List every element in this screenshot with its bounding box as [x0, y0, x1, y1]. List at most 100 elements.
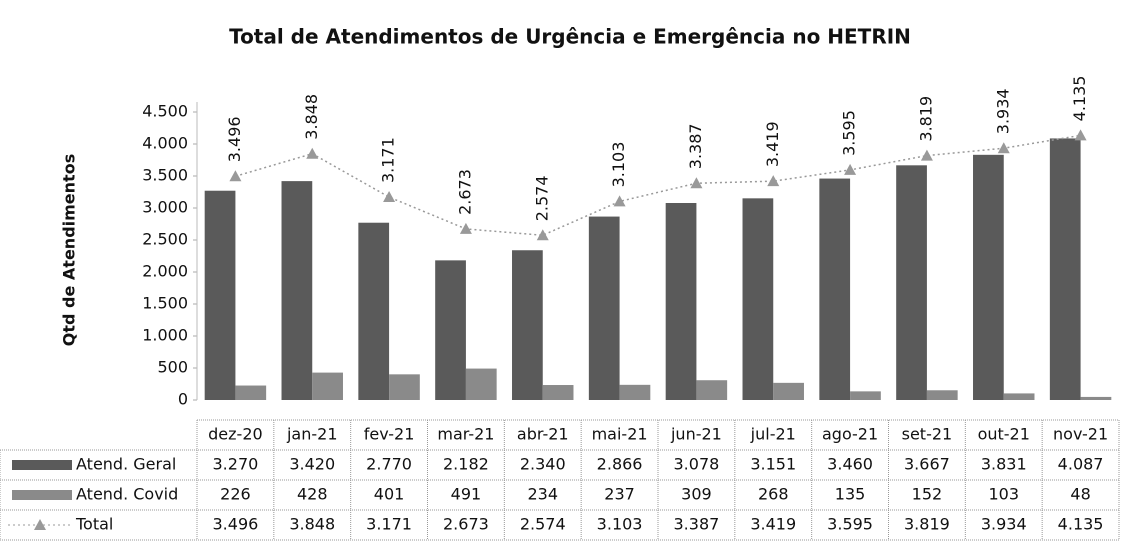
y-tick-label: 500	[157, 358, 188, 377]
table-cell: 3.848	[289, 515, 335, 534]
y-tick-label: 3.000	[142, 198, 188, 217]
data-label: 2.574	[532, 175, 551, 221]
table-cell: 4.087	[1058, 455, 1104, 474]
bar	[819, 178, 851, 400]
y-tick-label: 0	[178, 390, 188, 409]
y-tick-label: 4.500	[142, 102, 188, 121]
chart-title: Total de Atendimentos de Urgência e Emer…	[229, 25, 911, 49]
table-cell: 3.496	[213, 515, 259, 534]
marker	[383, 191, 396, 203]
legend-label: Atend. Geral	[76, 455, 176, 474]
table-cell: 4.135	[1058, 515, 1104, 534]
data-label: 3.171	[379, 137, 398, 183]
bar	[742, 198, 774, 400]
y-axis-title: Qtd de Atendimentos	[60, 154, 79, 346]
marker	[767, 175, 780, 187]
data-label: 2.673	[455, 169, 474, 215]
bar	[896, 165, 927, 400]
x-tick-label: mar-21	[437, 425, 494, 444]
legend-swatch	[12, 460, 72, 470]
marker	[536, 229, 549, 241]
bar	[204, 190, 236, 400]
data-label: 3.103	[609, 142, 628, 188]
data-label: 3.496	[225, 116, 244, 162]
bar	[435, 260, 466, 400]
marker	[844, 163, 857, 175]
data-label: 4.135	[1070, 76, 1089, 122]
marker	[920, 149, 933, 161]
legend-marker	[34, 519, 46, 530]
x-tick-label: jun-21	[670, 425, 722, 444]
y-tick-label: 1.000	[142, 326, 188, 345]
bar	[389, 374, 420, 400]
table-cell: 309	[681, 485, 712, 504]
table-cell: 401	[374, 485, 405, 504]
marker	[229, 170, 242, 182]
table-cell: 2.866	[597, 455, 643, 474]
bar	[1003, 393, 1035, 400]
table-cell: 3.171	[366, 515, 412, 534]
table-cell: 3.934	[981, 515, 1027, 534]
table-cell: 3.078	[674, 455, 720, 474]
marker	[1074, 129, 1087, 141]
table-cell: 103	[988, 485, 1019, 504]
table-cell: 3.419	[750, 515, 796, 534]
table-cell: 2.673	[443, 515, 489, 534]
data-label: 3.595	[840, 110, 859, 156]
marker	[306, 147, 319, 159]
table-cell: 3.103	[597, 515, 643, 534]
data-label: 3.848	[302, 94, 321, 140]
table-cell: 237	[604, 485, 635, 504]
table-cell: 2.574	[520, 515, 566, 534]
table-cell: 3.460	[827, 455, 873, 474]
x-tick-label: jul-21	[750, 425, 796, 444]
table-cell: 3.831	[981, 455, 1027, 474]
table-cell: 2.182	[443, 455, 489, 474]
bar	[542, 385, 574, 400]
bar	[588, 216, 620, 400]
bar	[665, 203, 697, 400]
marker	[613, 195, 626, 207]
table-cell: 234	[527, 485, 558, 504]
bar	[281, 181, 313, 400]
bar	[850, 391, 881, 400]
bar	[696, 380, 728, 400]
bar	[619, 384, 651, 400]
marker	[690, 177, 703, 189]
x-tick-label: jan-21	[286, 425, 338, 444]
x-tick-label: out-21	[978, 425, 1030, 444]
bar	[465, 368, 497, 400]
marker	[997, 142, 1010, 154]
bar	[512, 250, 543, 400]
y-tick-label: 3.500	[142, 166, 188, 185]
data-label: 3.387	[686, 123, 705, 169]
y-tick-label: 2.500	[142, 230, 188, 249]
data-label: 3.819	[916, 96, 935, 142]
table-cell: 3.595	[827, 515, 873, 534]
bar	[358, 222, 390, 400]
table-cell: 152	[912, 485, 943, 504]
marker	[459, 222, 472, 234]
x-tick-label: ago-21	[822, 425, 878, 444]
table-cell: 2.340	[520, 455, 566, 474]
table-cell: 3.151	[750, 455, 796, 474]
table-cell: 491	[451, 485, 482, 504]
table-cell: 3.667	[904, 455, 950, 474]
legend-label: Total	[75, 515, 113, 534]
x-tick-label: mai-21	[592, 425, 648, 444]
table-cell: 428	[297, 485, 328, 504]
data-label: 3.934	[993, 88, 1012, 134]
y-tick-label: 2.000	[142, 262, 188, 281]
bar	[1049, 138, 1081, 400]
legend-swatch	[12, 490, 72, 500]
x-tick-label: set-21	[902, 425, 953, 444]
x-tick-label: nov-21	[1053, 425, 1108, 444]
legend-label: Atend. Covid	[76, 485, 178, 504]
bar	[1080, 396, 1112, 400]
x-tick-label: abr-21	[517, 425, 569, 444]
table-cell: 3.819	[904, 515, 950, 534]
table-cell: 226	[220, 485, 251, 504]
bar	[973, 154, 1004, 400]
table-cell: 3.420	[289, 455, 335, 474]
